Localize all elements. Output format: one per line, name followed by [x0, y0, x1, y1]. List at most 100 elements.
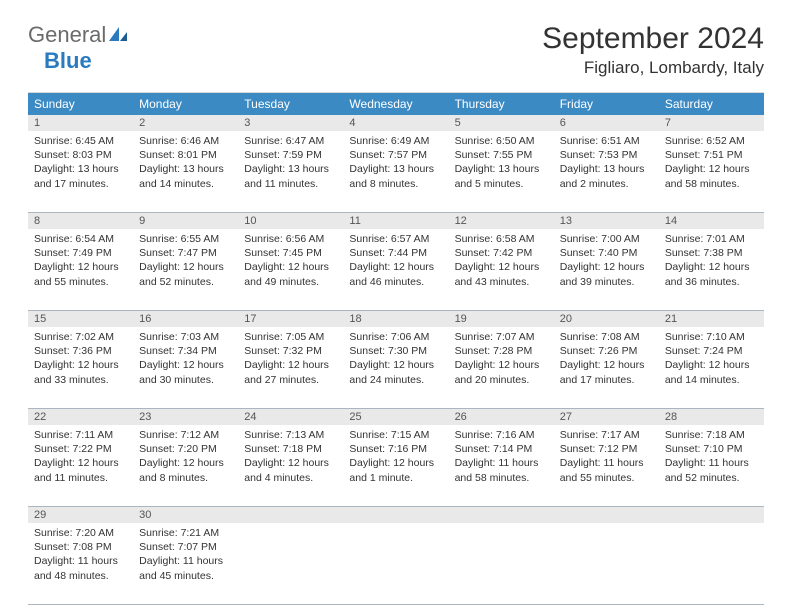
day-cell: Sunrise: 6:56 AMSunset: 7:45 PMDaylight:…: [238, 229, 343, 311]
sunrise-text: Sunrise: 7:20 AM: [34, 526, 127, 540]
day-number: 26: [449, 409, 554, 425]
daylight-text: Daylight: 12 hours and 1 minute.: [349, 456, 442, 484]
daylight-text: Daylight: 11 hours and 48 minutes.: [34, 554, 127, 582]
sunrise-text: Sunrise: 6:47 AM: [244, 134, 337, 148]
day-cell: Sunrise: 6:57 AMSunset: 7:44 PMDaylight:…: [343, 229, 448, 311]
sunrise-text: Sunrise: 6:58 AM: [455, 232, 548, 246]
daylight-text: Daylight: 13 hours and 2 minutes.: [560, 162, 653, 190]
day-number: 28: [659, 409, 764, 425]
day-number: 22: [28, 409, 133, 425]
daylight-text: Daylight: 13 hours and 8 minutes.: [349, 162, 442, 190]
sunrise-text: Sunrise: 6:56 AM: [244, 232, 337, 246]
day-cell: Sunrise: 6:52 AMSunset: 7:51 PMDaylight:…: [659, 131, 764, 213]
sunset-text: Sunset: 7:07 PM: [139, 540, 232, 554]
day-number: 14: [659, 213, 764, 229]
day-number: 7: [659, 115, 764, 131]
daylight-text: Daylight: 12 hours and 14 minutes.: [665, 358, 758, 386]
day-number: 5: [449, 115, 554, 131]
sunrise-text: Sunrise: 7:15 AM: [349, 428, 442, 442]
day-number: 10: [238, 213, 343, 229]
sunset-text: Sunset: 7:57 PM: [349, 148, 442, 162]
day-of-week-header: Tuesday: [238, 93, 343, 115]
sunrise-text: Sunrise: 7:01 AM: [665, 232, 758, 246]
day-cell: Sunrise: 7:17 AMSunset: 7:12 PMDaylight:…: [554, 425, 659, 507]
day-cell: Sunrise: 6:45 AMSunset: 8:03 PMDaylight:…: [28, 131, 133, 213]
calendar-grid: SundayMondayTuesdayWednesdayThursdayFrid…: [28, 92, 764, 605]
day-of-week-header: Saturday: [659, 93, 764, 115]
day-cell: Sunrise: 7:08 AMSunset: 7:26 PMDaylight:…: [554, 327, 659, 409]
day-cell: Sunrise: 6:58 AMSunset: 7:42 PMDaylight:…: [449, 229, 554, 311]
daylight-text: Daylight: 13 hours and 5 minutes.: [455, 162, 548, 190]
sunset-text: Sunset: 7:24 PM: [665, 344, 758, 358]
sunset-text: Sunset: 7:55 PM: [455, 148, 548, 162]
logo-text-2: Blue: [44, 48, 92, 73]
day-number: 3: [238, 115, 343, 131]
sunrise-text: Sunrise: 7:11 AM: [34, 428, 127, 442]
logo-text-1: General: [28, 22, 106, 47]
sunrise-text: Sunrise: 6:45 AM: [34, 134, 127, 148]
sunset-text: Sunset: 7:47 PM: [139, 246, 232, 260]
header: GeneralBlue September 2024 Figliaro, Lom…: [28, 22, 764, 78]
day-cell: Sunrise: 7:00 AMSunset: 7:40 PMDaylight:…: [554, 229, 659, 311]
day-number: 29: [28, 507, 133, 523]
day-cell: Sunrise: 7:03 AMSunset: 7:34 PMDaylight:…: [133, 327, 238, 409]
daylight-text: Daylight: 12 hours and 20 minutes.: [455, 358, 548, 386]
sunrise-text: Sunrise: 6:57 AM: [349, 232, 442, 246]
day-cell: Sunrise: 7:20 AMSunset: 7:08 PMDaylight:…: [28, 523, 133, 605]
sunset-text: Sunset: 7:22 PM: [34, 442, 127, 456]
day-of-week-header: Friday: [554, 93, 659, 115]
day-number: 2: [133, 115, 238, 131]
daylight-text: Daylight: 12 hours and 52 minutes.: [139, 260, 232, 288]
day-cell: [449, 523, 554, 605]
sunrise-text: Sunrise: 6:46 AM: [139, 134, 232, 148]
daylight-text: Daylight: 12 hours and 8 minutes.: [139, 456, 232, 484]
day-cell: Sunrise: 6:50 AMSunset: 7:55 PMDaylight:…: [449, 131, 554, 213]
day-number: 8: [28, 213, 133, 229]
sunrise-text: Sunrise: 7:12 AM: [139, 428, 232, 442]
sunrise-text: Sunrise: 7:03 AM: [139, 330, 232, 344]
sunset-text: Sunset: 7:36 PM: [34, 344, 127, 358]
sunrise-text: Sunrise: 7:05 AM: [244, 330, 337, 344]
day-number: 21: [659, 311, 764, 327]
location: Figliaro, Lombardy, Italy: [542, 58, 764, 78]
day-number: 24: [238, 409, 343, 425]
sunset-text: Sunset: 7:20 PM: [139, 442, 232, 456]
daylight-text: Daylight: 13 hours and 11 minutes.: [244, 162, 337, 190]
daylight-text: Daylight: 11 hours and 58 minutes.: [455, 456, 548, 484]
daylight-text: Daylight: 12 hours and 11 minutes.: [34, 456, 127, 484]
day-number: 20: [554, 311, 659, 327]
sunset-text: Sunset: 8:03 PM: [34, 148, 127, 162]
day-cell: Sunrise: 7:21 AMSunset: 7:07 PMDaylight:…: [133, 523, 238, 605]
sunrise-text: Sunrise: 6:54 AM: [34, 232, 127, 246]
sunrise-text: Sunrise: 7:02 AM: [34, 330, 127, 344]
daylight-text: Daylight: 11 hours and 55 minutes.: [560, 456, 653, 484]
sunset-text: Sunset: 7:53 PM: [560, 148, 653, 162]
daylight-text: Daylight: 12 hours and 30 minutes.: [139, 358, 232, 386]
sunset-text: Sunset: 7:10 PM: [665, 442, 758, 456]
day-number: [343, 507, 448, 523]
day-number: [238, 507, 343, 523]
logo: GeneralBlue: [28, 22, 130, 74]
sunset-text: Sunset: 7:51 PM: [665, 148, 758, 162]
day-cell: Sunrise: 7:11 AMSunset: 7:22 PMDaylight:…: [28, 425, 133, 507]
day-number: 6: [554, 115, 659, 131]
day-cell: Sunrise: 7:15 AMSunset: 7:16 PMDaylight:…: [343, 425, 448, 507]
daylight-text: Daylight: 11 hours and 45 minutes.: [139, 554, 232, 582]
sunset-text: Sunset: 7:44 PM: [349, 246, 442, 260]
day-cell: Sunrise: 7:13 AMSunset: 7:18 PMDaylight:…: [238, 425, 343, 507]
daylight-text: Daylight: 12 hours and 49 minutes.: [244, 260, 337, 288]
sunset-text: Sunset: 7:45 PM: [244, 246, 337, 260]
sunset-text: Sunset: 7:16 PM: [349, 442, 442, 456]
daylight-text: Daylight: 11 hours and 52 minutes.: [665, 456, 758, 484]
day-cell: Sunrise: 7:16 AMSunset: 7:14 PMDaylight:…: [449, 425, 554, 507]
day-cell: [554, 523, 659, 605]
day-cell: [343, 523, 448, 605]
day-number: 13: [554, 213, 659, 229]
sunrise-text: Sunrise: 7:06 AM: [349, 330, 442, 344]
daylight-text: Daylight: 12 hours and 55 minutes.: [34, 260, 127, 288]
daylight-text: Daylight: 12 hours and 17 minutes.: [560, 358, 653, 386]
sunrise-text: Sunrise: 6:50 AM: [455, 134, 548, 148]
sunrise-text: Sunrise: 7:18 AM: [665, 428, 758, 442]
day-number: 27: [554, 409, 659, 425]
sunrise-text: Sunrise: 7:10 AM: [665, 330, 758, 344]
